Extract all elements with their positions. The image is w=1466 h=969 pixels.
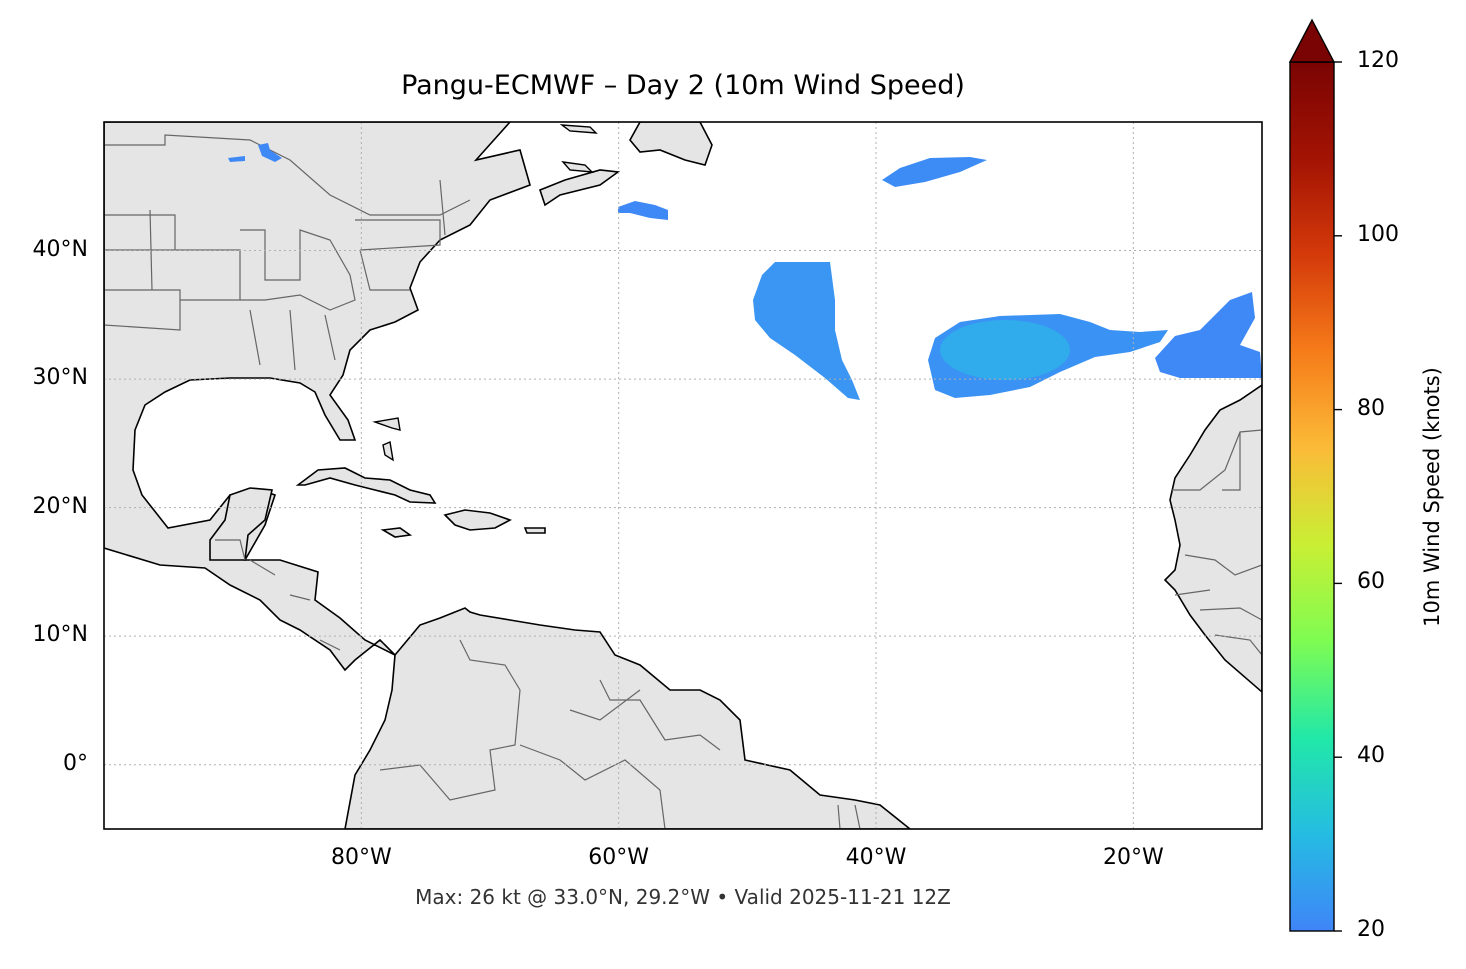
wind-patch-great-lakes [228,143,282,162]
lat-tick-label: 20°N [32,493,88,519]
colorbar-ticks [1334,61,1342,932]
north-america-landmass [104,122,531,672]
nova-scotia [539,169,621,207]
bahamas [372,417,401,462]
lat-tick-label: 0° [63,750,88,776]
africa-borders [1172,429,1262,656]
lon-tick-label: 60°W [588,845,650,870]
map-frame [103,121,1263,830]
wind-patch-canary [1155,292,1262,378]
colorbar-tick-label: 100 [1357,221,1399,247]
lat-tick-label: 10°N [32,622,88,648]
cuba [295,467,437,504]
us-canada-border [104,134,471,216]
puerto-rico [523,527,546,534]
map-title: Pangu-ECMWF – Day 2 (10m Wind Speed) [401,70,965,101]
wind-patch-newfoundland-south [618,201,668,220]
lat-tick-label: 40°N [32,236,88,262]
lon-tick-label: 40°W [845,845,907,870]
wind-patch-azores-west [753,262,860,400]
state-lines-central [240,229,356,371]
wind-core-azores-south [940,320,1070,380]
colorbar [1288,18,1342,932]
hispaniola [443,509,512,531]
colorbar-label: 10m Wind Speed (knots) [1420,367,1444,627]
pei [559,124,598,173]
colorbar-extend-arrow [1288,18,1336,63]
colorbar-tick-label: 20 [1357,917,1385,942]
south-america-borders [379,639,721,829]
colorbar-tick-label: 80 [1357,395,1385,421]
colorbar-tick-label: 40 [1357,743,1385,769]
state-lines-west [104,209,241,331]
newfoundland [629,122,713,166]
lon-tick-label: 20°W [1102,845,1164,870]
wind-speed-layer [228,143,1262,400]
land-layer [104,122,1262,829]
lon-tick-label: 80°W [330,845,392,870]
colorbar-gradient [1289,61,1335,932]
brazil-states [837,804,861,829]
state-lines-east [355,179,446,291]
colorbar-tick-label: 60 [1357,569,1385,595]
jamaica [380,527,413,538]
south-america-landmass [344,607,912,829]
colorbar-tick-label: 120 [1357,48,1399,73]
central-america-borders [215,539,341,651]
yucatan [209,487,273,561]
lat-tick-label: 30°N [32,365,88,391]
max-wind-footer: Max: 26 kt @ 33.0°N, 29.2°W • Valid 2025… [415,885,951,909]
borders-layer [104,134,1262,829]
africa-landmass [1163,384,1262,694]
gridlines [104,122,1262,829]
wind-patch-mid-atlantic-north [882,157,987,187]
